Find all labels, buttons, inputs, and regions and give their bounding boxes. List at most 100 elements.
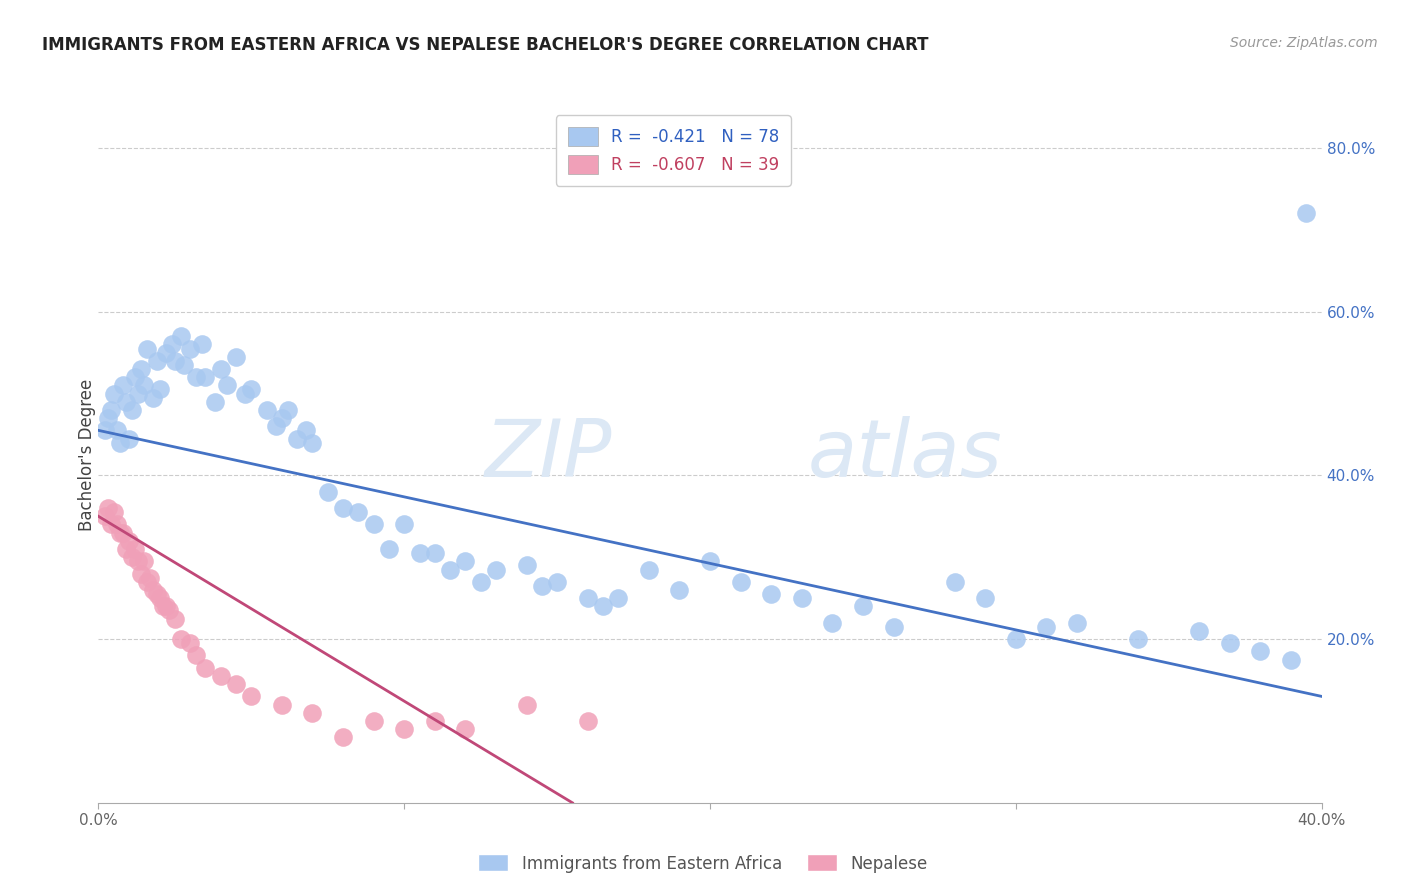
Point	[363, 714, 385, 728]
Point	[170, 632, 193, 646]
Point	[97, 501, 120, 516]
Point	[470, 574, 492, 589]
Point	[194, 661, 217, 675]
Point	[97, 411, 120, 425]
Point	[111, 525, 134, 540]
Point	[115, 394, 138, 409]
Point	[149, 591, 172, 606]
Point	[285, 432, 308, 446]
Point	[256, 403, 278, 417]
Point	[485, 562, 508, 576]
Point	[129, 566, 152, 581]
Point	[454, 722, 477, 736]
Point	[103, 505, 125, 519]
Point	[316, 484, 339, 499]
Legend: Immigrants from Eastern Africa, Nepalese: Immigrants from Eastern Africa, Nepalese	[472, 847, 934, 880]
Point	[163, 353, 186, 368]
Point	[105, 423, 128, 437]
Point	[1219, 636, 1241, 650]
Point	[423, 714, 446, 728]
Point	[790, 591, 813, 606]
Point	[139, 571, 162, 585]
Point	[136, 574, 159, 589]
Point	[179, 342, 201, 356]
Point	[121, 550, 143, 565]
Point	[157, 603, 180, 617]
Point	[852, 599, 875, 614]
Point	[134, 378, 156, 392]
Point	[637, 562, 661, 576]
Point	[277, 403, 299, 417]
Point	[225, 677, 247, 691]
Point	[1295, 206, 1317, 220]
Point	[129, 362, 152, 376]
Point	[301, 435, 323, 450]
Point	[516, 698, 538, 712]
Point	[1128, 632, 1150, 646]
Legend: R =  -0.421   N = 78, R =  -0.607   N = 39: R = -0.421 N = 78, R = -0.607 N = 39	[555, 115, 790, 186]
Point	[152, 599, 174, 614]
Point	[209, 362, 232, 376]
Point	[392, 722, 416, 736]
Point	[576, 591, 599, 606]
Point	[173, 358, 195, 372]
Point	[93, 423, 115, 437]
Point	[759, 587, 782, 601]
Point	[93, 509, 115, 524]
Point	[347, 505, 370, 519]
Point	[516, 558, 538, 573]
Point	[142, 582, 165, 597]
Text: IMMIGRANTS FROM EASTERN AFRICA VS NEPALESE BACHELOR'S DEGREE CORRELATION CHART: IMMIGRANTS FROM EASTERN AFRICA VS NEPALE…	[42, 36, 929, 54]
Point	[145, 353, 167, 368]
Point	[149, 383, 172, 397]
Point	[186, 370, 208, 384]
Point	[191, 337, 214, 351]
Point	[163, 612, 186, 626]
Point	[530, 579, 553, 593]
Point	[142, 391, 165, 405]
Point	[124, 542, 146, 557]
Point	[264, 419, 287, 434]
Point	[127, 386, 149, 401]
Point	[699, 554, 721, 568]
Point	[1035, 620, 1057, 634]
Text: atlas: atlas	[808, 416, 1002, 494]
Point	[233, 386, 256, 401]
Text: Source: ZipAtlas.com: Source: ZipAtlas.com	[1230, 36, 1378, 50]
Point	[301, 706, 323, 720]
Point	[155, 599, 177, 614]
Y-axis label: Bachelor's Degree: Bachelor's Degree	[79, 379, 96, 531]
Point	[1066, 615, 1088, 630]
Point	[105, 517, 128, 532]
Point	[215, 378, 238, 392]
Point	[127, 554, 149, 568]
Point	[363, 517, 385, 532]
Point	[225, 350, 247, 364]
Point	[240, 383, 263, 397]
Point	[103, 386, 125, 401]
Point	[576, 714, 599, 728]
Point	[392, 517, 416, 532]
Point	[883, 620, 905, 634]
Point	[1188, 624, 1211, 638]
Point	[186, 648, 208, 663]
Point	[378, 542, 401, 557]
Point	[100, 403, 122, 417]
Text: ZIP: ZIP	[485, 416, 612, 494]
Point	[423, 546, 446, 560]
Point	[607, 591, 630, 606]
Point	[240, 690, 263, 704]
Point	[194, 370, 217, 384]
Point	[730, 574, 752, 589]
Point	[454, 554, 477, 568]
Point	[1279, 652, 1302, 666]
Point	[408, 546, 430, 560]
Point	[270, 698, 292, 712]
Point	[668, 582, 690, 597]
Point	[124, 370, 146, 384]
Point	[332, 731, 354, 745]
Point	[546, 574, 568, 589]
Point	[118, 533, 141, 548]
Point	[295, 423, 318, 437]
Point	[204, 394, 226, 409]
